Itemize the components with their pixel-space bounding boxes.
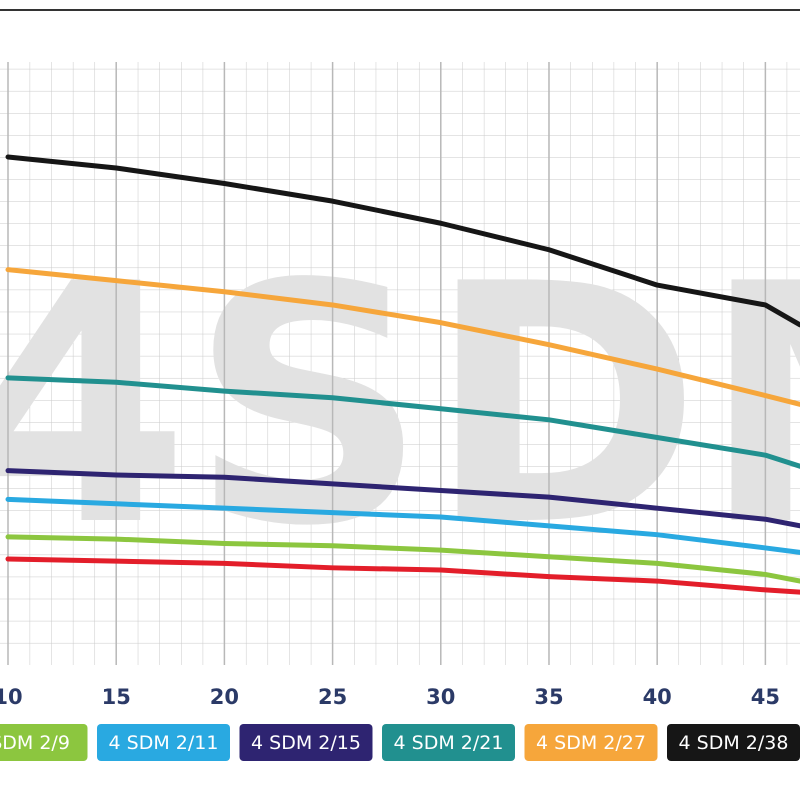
series-line — [5, 556, 800, 595]
series-line — [5, 267, 800, 407]
series-line — [5, 468, 800, 529]
legend-label: 4 SDM 2/38 — [679, 732, 789, 754]
legend-swatch — [97, 724, 230, 761]
legend-label: 4 SDM 2/27 — [536, 732, 646, 754]
legend-swatch — [0, 724, 88, 761]
x-tick-label: 20 — [210, 685, 239, 709]
x-tick-label: 45 — [751, 685, 780, 709]
legend-swatch — [667, 724, 800, 761]
legend-swatch — [382, 724, 515, 761]
legend-swatch — [239, 724, 373, 761]
legend-label: 4 SDM 2/15 — [251, 732, 361, 754]
legend-label: 4 SDM 2/11 — [109, 732, 219, 754]
legend-swatch — [524, 724, 658, 761]
x-tick-label: 40 — [643, 685, 672, 709]
x-tick-label: 35 — [534, 685, 563, 709]
x-tick-label: 25 — [318, 685, 347, 709]
series-line — [5, 154, 800, 328]
x-tick-label: 30 — [426, 685, 455, 709]
series-line — [5, 534, 800, 584]
x-tick-label: 10 — [0, 685, 23, 709]
series-line — [5, 496, 800, 555]
legend-label: 4 SDM 2/21 — [394, 732, 504, 754]
legend-label: 4 SDM 2/9 — [0, 732, 70, 754]
x-tick-label: 15 — [102, 685, 131, 709]
series-line — [5, 375, 800, 469]
